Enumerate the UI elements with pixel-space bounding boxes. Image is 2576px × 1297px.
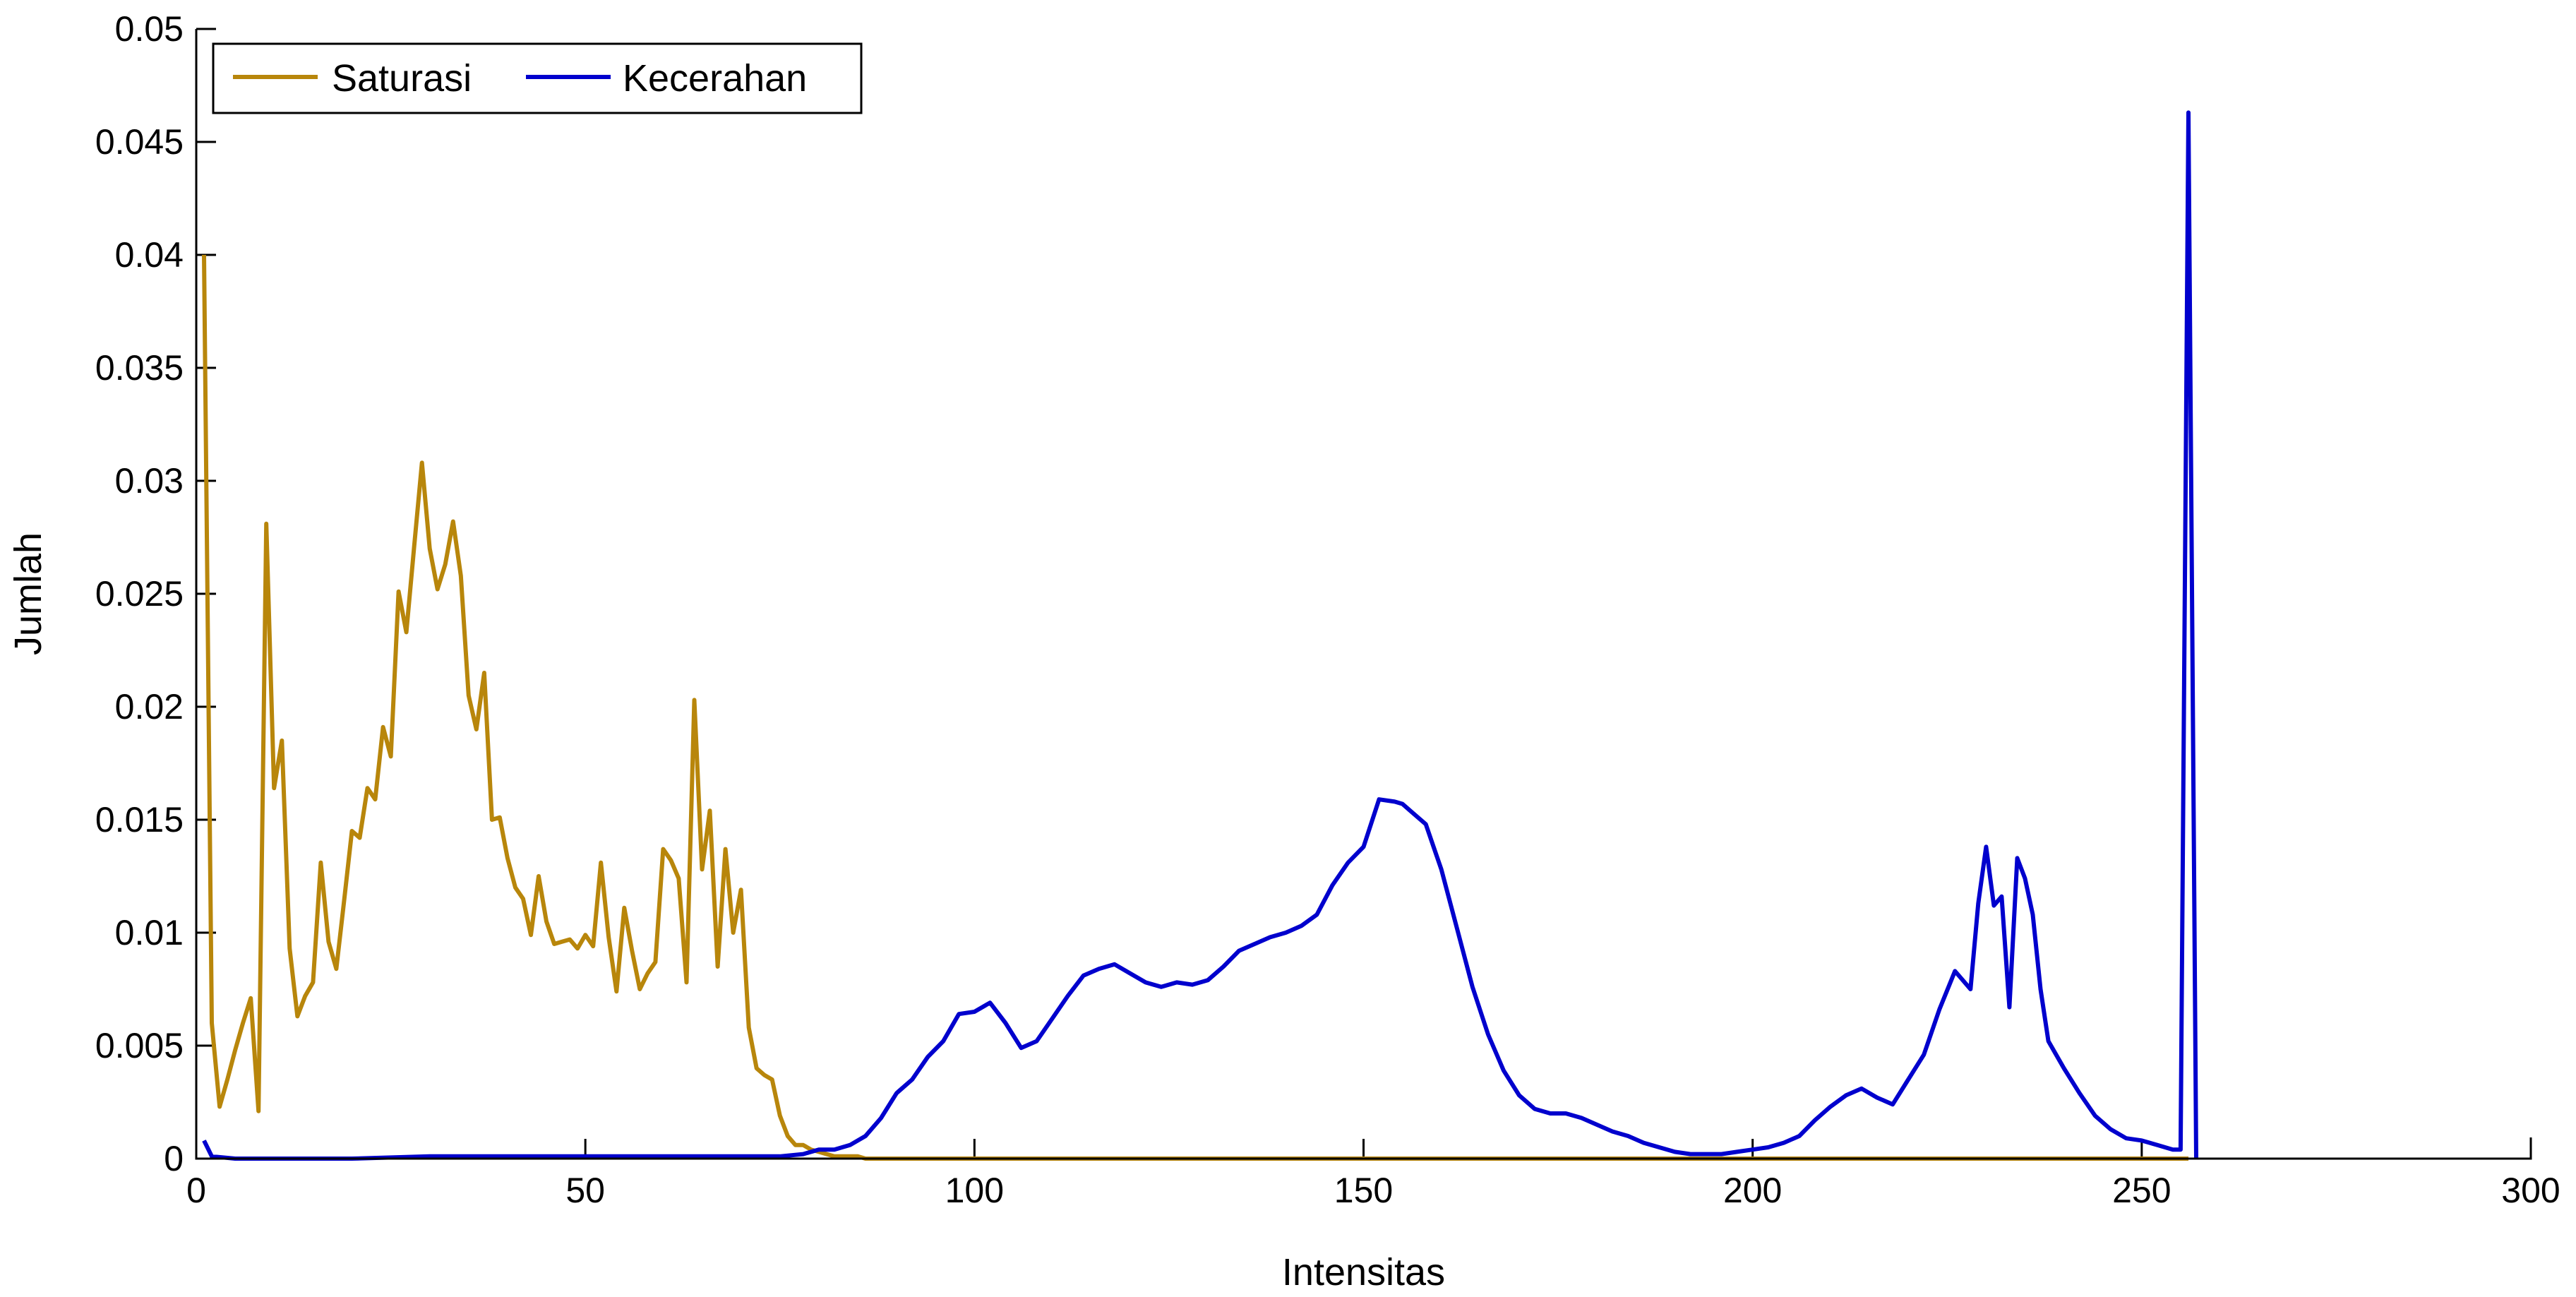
y-axis-ticks: 0 0.005 0.01 0.015 0.02 0.025 0.03 0.035 0.04 0.0… <box>95 9 216 1178</box>
y-tick-label: 0 <box>164 1139 184 1178</box>
y-tick-label: 0.03 <box>115 461 184 501</box>
y-tick-label: 0.05 <box>115 9 184 49</box>
x-tick-label: 250 <box>2112 1171 2171 1210</box>
series-line-saturasi <box>202 254 2188 1161</box>
legend-label-saturasi: Saturasi <box>332 57 472 100</box>
series-line-kecerahan <box>202 110 2198 1161</box>
legend-label-kecerahan: Kecerahan <box>623 57 807 100</box>
x-tick-label: 0 <box>186 1171 206 1210</box>
y-tick-label: 0.015 <box>95 800 184 839</box>
y-tick-label: 0.025 <box>95 574 184 614</box>
y-tick-label: 0.02 <box>115 687 184 727</box>
x-tick-label: 150 <box>1334 1171 1393 1210</box>
y-tick-label: 0.01 <box>115 913 184 952</box>
x-tick-label: 300 <box>2501 1171 2560 1210</box>
y-tick-label: 0.04 <box>115 235 184 275</box>
y-axis-label: Jumlah <box>7 532 49 655</box>
y-tick-label: 0.045 <box>95 122 184 162</box>
x-tick-label: 100 <box>945 1171 1004 1210</box>
x-axis-ticks: 0 50 100 150 200 250 300 <box>186 1139 2560 1210</box>
x-tick-label: 200 <box>1723 1171 1782 1210</box>
x-axis-label: Intensitas <box>1282 1251 1445 1293</box>
x-tick-label: 50 <box>565 1171 605 1210</box>
y-tick-label: 0.035 <box>95 348 184 388</box>
axes-lines <box>195 28 2532 1160</box>
y-tick-label: 0.005 <box>95 1026 184 1065</box>
series-layer <box>202 110 2198 1161</box>
legend: Saturasi Kecerahan <box>212 42 863 114</box>
